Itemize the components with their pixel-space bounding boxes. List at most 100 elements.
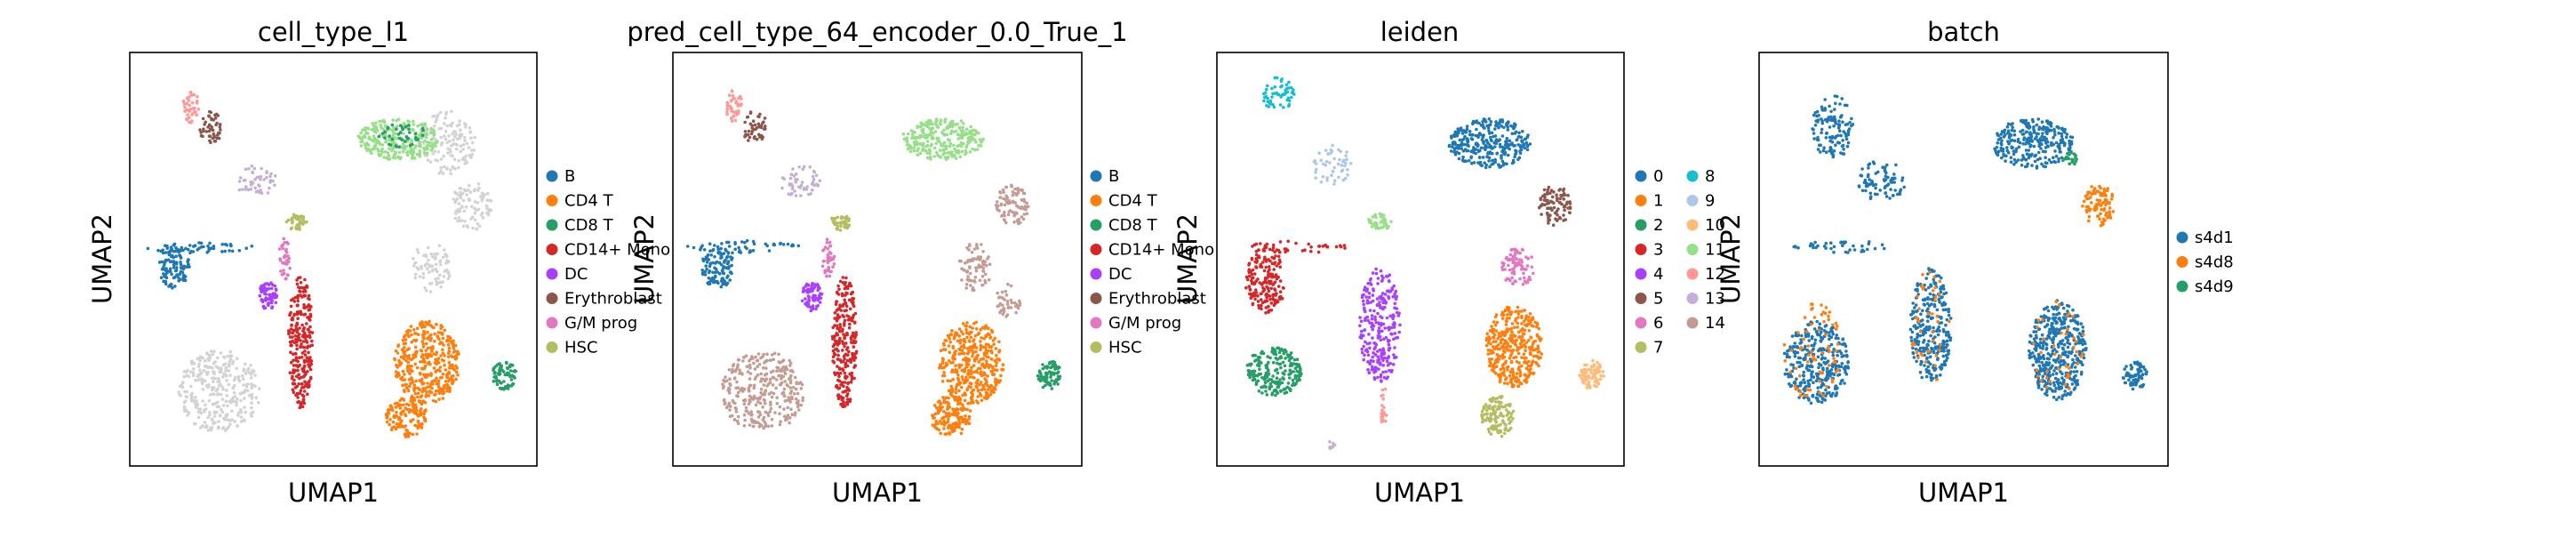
data-point (395, 401, 399, 406)
data-point (302, 327, 306, 331)
data-point (208, 124, 212, 127)
data-point (801, 398, 804, 403)
data-point (299, 389, 303, 393)
data-point (407, 354, 412, 357)
data-point (1449, 149, 1453, 153)
data-point (201, 399, 204, 403)
data-point (1482, 141, 1485, 145)
data-point (757, 397, 762, 400)
data-point (764, 372, 769, 376)
data-point (932, 146, 937, 150)
data-point (1542, 188, 1547, 192)
data-point (224, 413, 228, 417)
data-point (196, 415, 201, 420)
data-point (194, 378, 197, 382)
data-point (439, 285, 444, 289)
data-point (250, 392, 254, 397)
data-point (945, 432, 948, 436)
data-point (736, 422, 740, 426)
data-point (1001, 188, 1005, 192)
data-point (429, 354, 434, 358)
data-point (745, 238, 749, 243)
data-point (761, 406, 764, 409)
data-point (429, 333, 433, 337)
data-point (1474, 151, 1478, 156)
data-point (416, 251, 420, 254)
data-point (853, 341, 857, 345)
data-point (752, 127, 756, 132)
data-point (301, 397, 306, 401)
cluster-points (356, 117, 439, 161)
data-point (841, 276, 845, 279)
data-point (780, 381, 784, 385)
data-point (982, 326, 987, 331)
data-point (266, 191, 270, 195)
data-point (1472, 146, 1476, 149)
data-point (388, 134, 392, 138)
data-point (425, 132, 429, 137)
data-point (724, 258, 727, 262)
data-point (295, 330, 300, 334)
data-point (436, 334, 440, 338)
data-point (964, 414, 967, 418)
data-point (978, 278, 982, 283)
data-point (228, 249, 231, 253)
data-point (438, 273, 442, 277)
data-point (1485, 145, 1489, 149)
data-point (721, 266, 725, 270)
data-point (1049, 373, 1053, 376)
data-point (968, 129, 972, 133)
data-point (205, 351, 209, 355)
data-point (836, 333, 840, 337)
data-point (779, 241, 782, 245)
data-point (453, 200, 457, 205)
data-point (404, 330, 409, 333)
data-point (942, 373, 947, 378)
data-point (297, 217, 300, 221)
data-point (298, 406, 302, 410)
data-point (439, 354, 443, 357)
data-point (295, 327, 300, 332)
data-point (308, 308, 312, 311)
data-point (974, 327, 979, 331)
data-point (473, 200, 477, 204)
data-point (741, 359, 745, 363)
data-point (778, 422, 782, 427)
data-point (420, 126, 425, 131)
data-point (180, 245, 184, 250)
data-point (191, 107, 195, 110)
data-point (481, 194, 484, 197)
data-point (1008, 201, 1012, 205)
data-point (848, 307, 852, 311)
data-point (468, 154, 471, 157)
data-point (395, 422, 399, 426)
data-point (778, 412, 781, 416)
cluster-points (957, 243, 992, 293)
data-point (792, 392, 796, 396)
data-point (451, 381, 454, 386)
data-point (1476, 149, 1481, 152)
data-point (745, 409, 749, 414)
legend-label: CD14+ Mono (564, 241, 670, 260)
data-point (469, 156, 473, 160)
data-point (438, 369, 442, 373)
data-point (845, 358, 849, 363)
data-point (1505, 136, 1509, 141)
data-point (778, 405, 782, 409)
data-point (180, 266, 183, 269)
data-point (1021, 217, 1026, 221)
data-point (418, 155, 422, 158)
data-point (1284, 357, 1287, 360)
data-point (788, 358, 792, 363)
data-point (221, 404, 226, 407)
data-point (901, 132, 906, 136)
cluster-points (384, 396, 428, 438)
data-point (367, 135, 372, 140)
data-point (1006, 306, 1011, 309)
data-point (423, 419, 428, 423)
data-point (221, 375, 225, 379)
data-point (913, 137, 917, 141)
data-point (1281, 360, 1285, 365)
data-point (954, 370, 957, 374)
legend-label: CD4 T (564, 192, 614, 211)
